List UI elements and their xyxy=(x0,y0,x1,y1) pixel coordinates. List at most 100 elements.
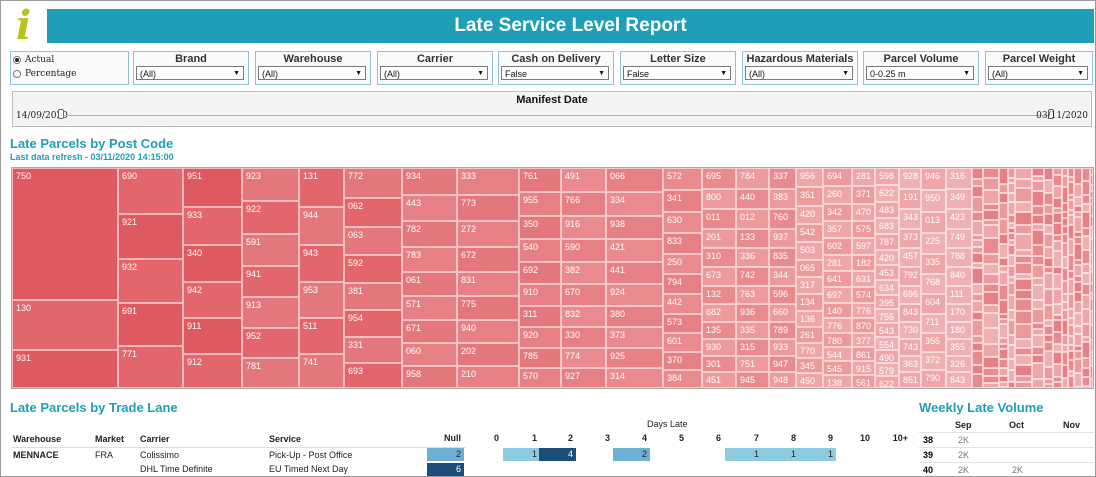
treemap-tile[interactable]: 743 xyxy=(899,339,921,356)
treemap-tile[interactable] xyxy=(1008,345,1015,359)
treemap-tile[interactable] xyxy=(1090,227,1093,239)
treemap-tile[interactable] xyxy=(972,351,983,365)
treemap-tile[interactable] xyxy=(1068,360,1074,371)
treemap-tile[interactable]: 763 xyxy=(736,286,769,304)
treemap-tile[interactable] xyxy=(1008,277,1015,283)
treemap-tile[interactable]: 954 xyxy=(344,310,402,337)
treemap-tile[interactable]: 913 xyxy=(242,297,299,328)
treemap-tile[interactable] xyxy=(1074,351,1082,359)
treemap-tile[interactable]: 540 xyxy=(519,239,561,262)
treemap-tile[interactable]: 191 xyxy=(899,189,921,209)
treemap-tile[interactable] xyxy=(999,234,1008,244)
treemap-tile[interactable] xyxy=(1053,186,1062,198)
treemap-tile[interactable]: 622 xyxy=(875,376,899,388)
treemap-tile[interactable]: 832 xyxy=(561,306,606,327)
treemap-tile[interactable] xyxy=(1053,304,1062,315)
days-late-cell[interactable]: 1 xyxy=(762,448,799,461)
treemap-tile[interactable]: 634 xyxy=(875,280,899,295)
treemap-tile[interactable]: 955 xyxy=(519,192,561,216)
treemap-tile[interactable]: 572 xyxy=(663,168,702,190)
treemap-tile[interactable] xyxy=(983,313,999,328)
treemap-tile[interactable]: 672 xyxy=(457,247,519,272)
treemap-tile[interactable] xyxy=(983,383,999,388)
treemap-tile[interactable] xyxy=(1090,352,1093,366)
treemap-tile[interactable] xyxy=(1082,284,1090,295)
treemap-tile[interactable]: 335 xyxy=(921,254,946,274)
treemap-tile[interactable]: 443 xyxy=(402,195,457,221)
treemap-tile[interactable] xyxy=(972,179,983,186)
treemap-tile[interactable] xyxy=(999,338,1008,344)
treemap-tile[interactable]: 781 xyxy=(242,358,299,388)
treemap-tile[interactable] xyxy=(1008,228,1015,233)
treemap-tile[interactable]: 925 xyxy=(606,348,663,368)
treemap-tile[interactable] xyxy=(972,301,983,312)
treemap-tile[interactable] xyxy=(1082,368,1090,377)
treemap-tile[interactable]: 741 xyxy=(299,354,344,388)
treemap-tile[interactable]: 742 xyxy=(736,267,769,286)
treemap-tile[interactable]: 695 xyxy=(702,168,736,189)
treemap-tile[interactable] xyxy=(1082,228,1090,236)
treemap-tile[interactable] xyxy=(1044,193,1053,205)
treemap-tile[interactable] xyxy=(1082,264,1090,273)
treemap-tile[interactable] xyxy=(1074,282,1082,292)
treemap-tile[interactable]: 210 xyxy=(457,366,519,388)
treemap-tile[interactable]: 783 xyxy=(402,247,457,272)
treemap-tile[interactable]: 683 xyxy=(875,218,899,234)
treemap-tile[interactable]: 281 xyxy=(823,255,852,271)
treemap-tile[interactable]: 457 xyxy=(899,248,921,267)
treemap-tile[interactable] xyxy=(999,258,1008,266)
treemap-tile[interactable] xyxy=(999,368,1008,376)
treemap-tile[interactable]: 373 xyxy=(899,229,921,248)
treemap-tile[interactable] xyxy=(1053,364,1062,377)
treemap-tile[interactable] xyxy=(999,272,1008,285)
treemap-tile[interactable]: 511 xyxy=(299,318,344,354)
treemap-tile[interactable]: 066 xyxy=(606,168,663,192)
treemap-tile[interactable] xyxy=(1044,351,1053,367)
treemap-tile[interactable] xyxy=(1008,215,1015,223)
treemap-tile[interactable] xyxy=(1015,382,1032,388)
treemap-tile[interactable]: 956 xyxy=(796,168,823,187)
treemap-tile[interactable] xyxy=(1062,176,1068,187)
treemap-tile[interactable] xyxy=(1015,299,1032,311)
treemap-tile[interactable] xyxy=(1090,198,1093,204)
treemap-tile[interactable]: 373 xyxy=(606,327,663,348)
letter-size-dropdown[interactable]: False ▼ xyxy=(623,66,731,80)
treemap-tile[interactable] xyxy=(1015,234,1032,250)
treemap-tile[interactable]: 772 xyxy=(344,168,402,198)
treemap-tile[interactable]: 694 xyxy=(823,168,852,186)
treemap-tile[interactable] xyxy=(1044,267,1053,273)
treemap-tile[interactable]: 591 xyxy=(242,234,299,266)
treemap-tile[interactable]: 340 xyxy=(183,245,242,282)
treemap-tile[interactable]: 136 xyxy=(796,311,823,327)
treemap-tile[interactable] xyxy=(1032,191,1044,206)
treemap-tile[interactable] xyxy=(1068,195,1074,200)
treemap-tile[interactable]: 490 xyxy=(875,350,899,363)
treemap-tile[interactable]: 932 xyxy=(118,259,183,303)
treemap-tile[interactable]: 840 xyxy=(946,267,972,286)
treemap-tile[interactable] xyxy=(972,197,983,212)
treemap-tile[interactable] xyxy=(1053,198,1062,208)
parcel-volume-dropdown[interactable]: 0-0.25 m ▼ xyxy=(866,66,974,80)
treemap-tile[interactable] xyxy=(1082,358,1090,368)
treemap-tile[interactable]: 938 xyxy=(606,216,663,239)
treemap-tile[interactable] xyxy=(1062,203,1068,212)
start-date-handle[interactable] xyxy=(58,109,64,119)
date-range-track[interactable] xyxy=(62,115,1051,116)
treemap-tile[interactable] xyxy=(1008,310,1015,320)
treemap-tile[interactable] xyxy=(1044,205,1053,214)
treemap-tile[interactable]: 261 xyxy=(796,327,823,343)
treemap-tile[interactable] xyxy=(1062,294,1068,302)
treemap-tile[interactable] xyxy=(1068,351,1074,360)
treemap-tile[interactable] xyxy=(1074,373,1082,387)
treemap-tile[interactable] xyxy=(1015,311,1032,324)
treemap-tile[interactable]: 331 xyxy=(344,337,402,363)
treemap-tile[interactable] xyxy=(1074,313,1082,326)
treemap-tile[interactable] xyxy=(1062,234,1068,243)
treemap-tile[interactable]: 943 xyxy=(299,245,344,282)
treemap-tile[interactable] xyxy=(1090,340,1093,352)
treemap-tile[interactable]: 574 xyxy=(852,287,875,303)
treemap-tile[interactable] xyxy=(1008,240,1015,245)
treemap-tile[interactable] xyxy=(1053,213,1062,223)
treemap-tile[interactable] xyxy=(1074,212,1082,217)
days-late-cell[interactable]: 2 xyxy=(613,448,650,461)
